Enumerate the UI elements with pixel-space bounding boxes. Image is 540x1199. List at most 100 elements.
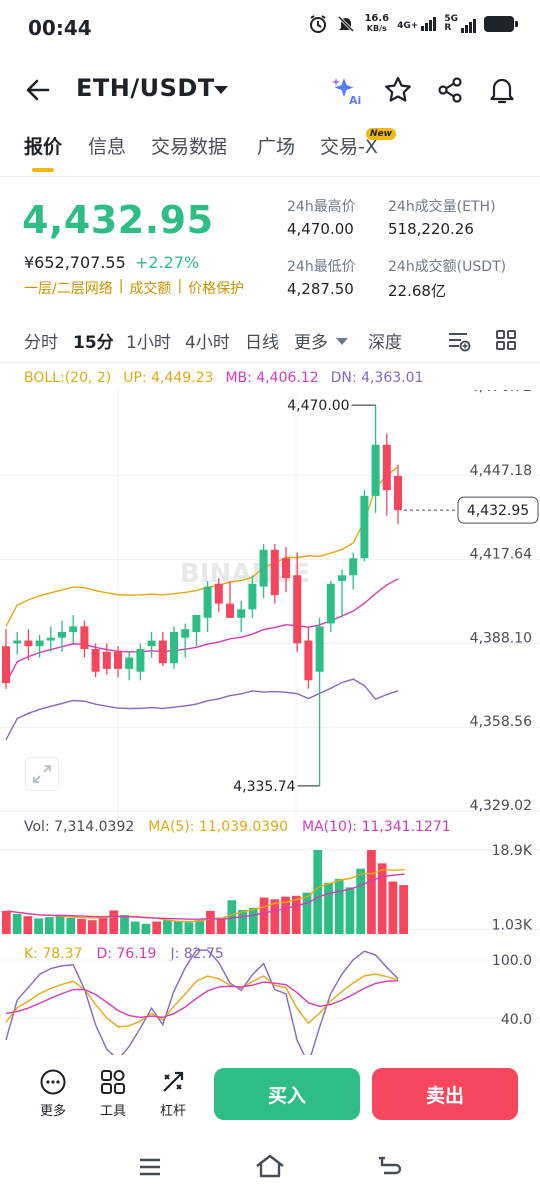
kdj-k: K: 78.37 (24, 946, 83, 962)
tab-info[interactable]: 信息 (88, 136, 127, 158)
trading-pair-title[interactable]: ETH/USDT (76, 74, 215, 102)
volume-bar (216, 917, 226, 934)
volume-usdt-label: 24h成交额(USDT) (388, 259, 507, 275)
tools-grid-icon (101, 1070, 125, 1094)
low-value: 4,287.50 (287, 280, 354, 298)
status-bar: 00:44 16.6 KB/s 4G+ 5G R (0, 0, 540, 58)
volume-ma10-line (7, 873, 405, 920)
kdj-k-line (5, 973, 399, 1028)
candlestick-chart[interactable]: BINANCE 4,476.72 4,447.18 4,417.64 4,388.10… (0, 390, 540, 820)
volume-eth-label: 24h成交量(ETH) (388, 199, 496, 215)
volume-bar (388, 881, 398, 934)
y-axis-label: 4,388.10 (470, 630, 532, 646)
interval-15m[interactable]: 15分 (73, 333, 114, 353)
share-icon[interactable] (434, 74, 466, 106)
svg-text:Ai: Ai (349, 94, 361, 106)
back-arrow-icon[interactable] (22, 74, 54, 106)
buy-button[interactable]: 买入 (214, 1068, 360, 1120)
interval-selector: 分时 15分 1小时 4小时 日线 更多 深度 (0, 326, 540, 358)
boll-params: BOLL:(20, 2) (24, 370, 112, 386)
volume-bar (23, 916, 33, 934)
volume-bar (356, 868, 366, 934)
expand-icon (33, 765, 51, 783)
candle-up (46, 637, 55, 641)
favorite-star-icon[interactable] (382, 74, 414, 106)
alarm-icon (310, 15, 327, 33)
sell-button[interactable]: 卖出 (372, 1068, 518, 1120)
leverage-button[interactable]: 杠杆 (151, 1068, 195, 1119)
more-button[interactable]: 更多 (31, 1068, 75, 1119)
volume-bar (66, 918, 76, 934)
volume-bar (291, 895, 301, 934)
section-tabs: 报价 信息 交易数据 广场 交易-X New (0, 128, 540, 174)
bottom-action-bar: 更多 工具 杠杆 买入 卖出 (0, 1060, 540, 1130)
volume-bar (173, 920, 183, 934)
tag-price-protection[interactable]: 价格保护 (188, 281, 245, 297)
volume-bar (238, 910, 247, 934)
interval-line[interactable]: 分时 (24, 333, 58, 353)
high-price-marker: 4,470.00 (287, 398, 349, 414)
back-nav-icon[interactable] (376, 1154, 404, 1180)
bell-icon[interactable] (486, 74, 518, 106)
candle-up (147, 640, 156, 647)
y-axis-label: 4,329.02 (470, 798, 532, 814)
candle-down (80, 626, 89, 650)
volume-bar (195, 919, 204, 934)
boll-lower-line (5, 678, 399, 741)
fullscreen-button[interactable] (25, 757, 59, 791)
interval-1h[interactable]: 1小时 (126, 333, 171, 353)
candle-down (382, 444, 391, 491)
volume-bar (248, 907, 258, 934)
candle-up (181, 629, 190, 638)
tab-square[interactable]: 广场 (257, 136, 296, 158)
volume-bar (270, 899, 280, 934)
interval-depth[interactable]: 深度 (368, 333, 402, 353)
menu-icon[interactable] (137, 1154, 163, 1180)
ai-sparkle-icon[interactable]: Ai (330, 74, 362, 106)
boll-dn: DN: 4,363.01 (330, 370, 424, 386)
boll-up: UP: 4,449.23 (123, 370, 214, 386)
tab-trade-x[interactable]: 交易-X (320, 136, 378, 158)
boll-upper-line (5, 466, 399, 627)
tag-turnover[interactable]: 成交额 (129, 281, 172, 297)
interval-more[interactable]: 更多 (294, 333, 328, 353)
leverage-label: 杠杆 (159, 1104, 186, 1119)
tools-button[interactable]: 工具 (91, 1068, 135, 1119)
volume-ma10: MA(10): 11,341.1271 (302, 819, 451, 835)
price-change-percent: +2.27% (135, 253, 200, 272)
layout-grid-icon[interactable] (494, 328, 518, 352)
tab-quote[interactable]: 报价 (24, 136, 63, 158)
volume-bar (152, 921, 162, 934)
boll-middle-line (5, 578, 399, 684)
interval-1d[interactable]: 日线 (245, 333, 279, 353)
more-dropdown-icon[interactable] (336, 338, 348, 345)
kdj-indicator-row: K: 78.37 D: 76.19 J: 82.75 (24, 946, 224, 962)
tag-layer-network[interactable]: 一层/二层网络 (24, 281, 113, 297)
tools-label: 工具 (99, 1104, 126, 1119)
status-icons: 16.6 KB/s 4G+ 5G R (308, 14, 518, 34)
leverage-icon (163, 1071, 184, 1092)
candle-up (13, 640, 22, 644)
kdj-j-line (5, 949, 399, 1055)
volume-bar (55, 915, 65, 934)
indicator-settings-icon[interactable] (446, 328, 472, 354)
volume-bar (281, 896, 290, 934)
volume-bar (44, 917, 54, 934)
candle-down (102, 651, 111, 669)
volume-bar (302, 892, 312, 934)
system-nav-bar (0, 1140, 540, 1199)
candle-up (338, 575, 346, 581)
interval-4h[interactable]: 4小时 (185, 333, 230, 353)
home-icon[interactable] (254, 1152, 286, 1180)
candle-up (259, 549, 268, 587)
volume-bar (2, 910, 11, 934)
tab-trading-data[interactable]: 交易数据 (151, 136, 228, 158)
pair-dropdown-icon[interactable] (214, 86, 228, 94)
y-axis-label: 4,447.18 (470, 463, 532, 479)
volume-eth-value: 518,220.26 (388, 220, 474, 238)
volume-bar (163, 919, 172, 934)
candle-down (226, 603, 234, 618)
kdj-j: J: 82.75 (170, 946, 224, 962)
candle-down (270, 549, 279, 596)
last-price: 4,432.95 (22, 198, 214, 242)
